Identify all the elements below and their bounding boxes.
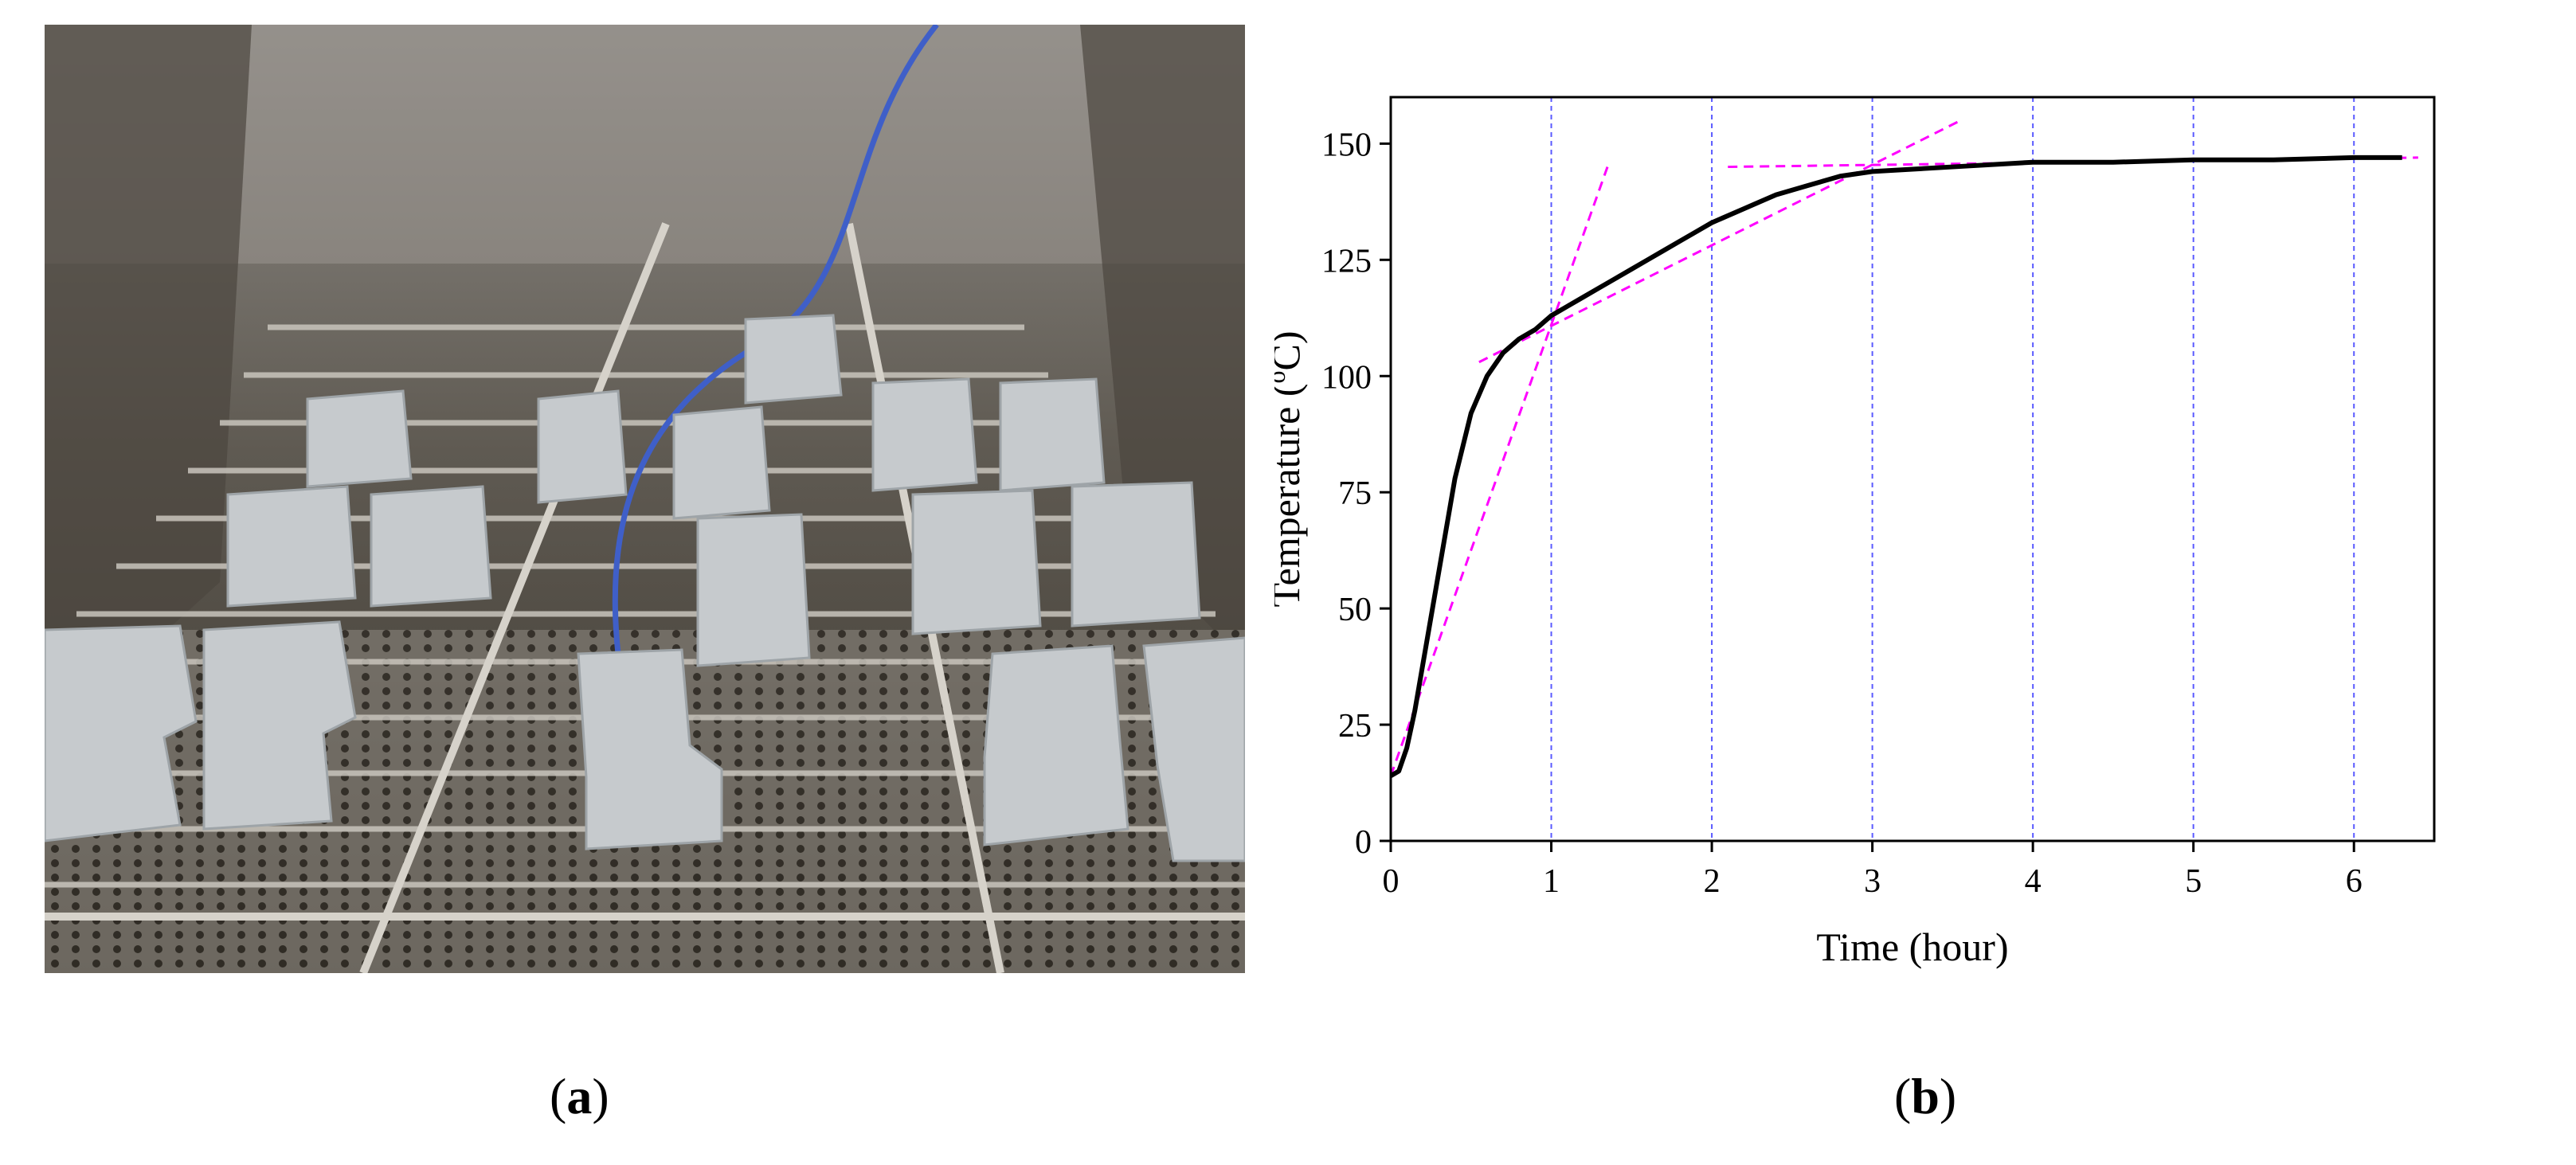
caption-open-paren: (	[1894, 1068, 1912, 1124]
y-axis-label: Temperature (oC)	[1274, 330, 1308, 607]
y-tick-label: 100	[1321, 359, 1372, 396]
x-tick-label: 4	[2025, 863, 2042, 900]
tangent-line	[1478, 119, 1962, 364]
oven-photo	[45, 25, 1245, 973]
caption-close-paren: )	[1939, 1068, 1957, 1124]
caption-b-letter: b	[1911, 1068, 1940, 1124]
y-tick-label: 25	[1338, 708, 1372, 745]
caption-open-paren: (	[550, 1068, 567, 1124]
x-tick-label: 0	[1383, 863, 1400, 900]
temperature-curve	[1389, 154, 2402, 778]
x-tick-label: 5	[2185, 863, 2202, 900]
y-tick-label: 0	[1355, 824, 1372, 861]
y-tick-label: 150	[1321, 127, 1372, 163]
caption-a-letter: a	[566, 1068, 593, 1124]
x-axis-label: Time (hour)	[1816, 925, 2008, 969]
grid-lines	[1550, 97, 2355, 841]
caption-close-paren: )	[592, 1068, 609, 1124]
x-tick-label: 1	[1543, 863, 1560, 900]
x-tick-label: 2	[1704, 863, 1721, 900]
y-tick-label: 125	[1321, 243, 1372, 280]
tangent-lines	[1389, 119, 2418, 776]
y-tick-label: 75	[1338, 475, 1372, 512]
y-tick-label: 50	[1338, 592, 1372, 628]
caption-b: (b)	[1894, 1067, 1956, 1126]
x-tick-label: 3	[1864, 863, 1881, 900]
axis-ticks: 0 1 2 3 4 5 6 0 25 50 75 100 125 150	[1321, 127, 2363, 900]
x-tick-label: 6	[2346, 863, 2363, 900]
y-axis-label-superscript: o	[1274, 370, 1290, 383]
y-axis-label-end: C)	[1274, 330, 1308, 370]
caption-a: (a)	[550, 1067, 609, 1126]
temperature-chart: 0 1 2 3 4 5 6 0 25 50 75 100 125 150 Time (hour) Temp…	[1274, 48, 2576, 1035]
series-line	[1389, 154, 2402, 778]
tangent-line	[1389, 166, 1609, 776]
y-axis-label-main: Temperature (	[1274, 383, 1308, 607]
plot-frame	[1389, 96, 2436, 842]
